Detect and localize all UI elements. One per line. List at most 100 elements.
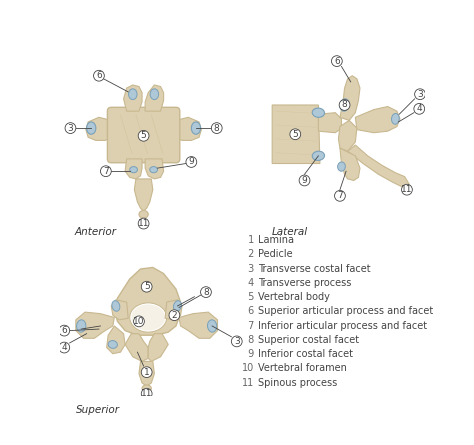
Text: 7: 7 (103, 167, 109, 176)
Circle shape (414, 103, 425, 114)
Polygon shape (107, 326, 125, 354)
Text: 3: 3 (68, 124, 73, 133)
Text: 5: 5 (245, 292, 255, 302)
Circle shape (138, 218, 149, 229)
Text: 3: 3 (245, 263, 255, 274)
Text: Transverse process: Transverse process (258, 278, 352, 288)
Text: 9: 9 (301, 176, 308, 185)
Polygon shape (340, 148, 360, 181)
Polygon shape (176, 117, 201, 141)
Polygon shape (347, 145, 409, 188)
Circle shape (415, 89, 425, 100)
Text: 10: 10 (133, 317, 145, 326)
Circle shape (339, 100, 350, 110)
Text: 11: 11 (401, 185, 413, 194)
Circle shape (211, 123, 222, 134)
Ellipse shape (150, 166, 157, 173)
Polygon shape (124, 85, 142, 111)
Text: 8: 8 (342, 101, 347, 109)
Text: Anterior: Anterior (74, 227, 116, 237)
Text: 4: 4 (417, 104, 422, 113)
Text: 10: 10 (242, 363, 255, 373)
Text: Spinous process: Spinous process (258, 377, 337, 388)
Text: 3: 3 (417, 90, 423, 99)
Circle shape (169, 310, 180, 320)
Polygon shape (111, 300, 128, 320)
Ellipse shape (139, 210, 148, 218)
Ellipse shape (130, 166, 137, 173)
Text: Vertebral foramen: Vertebral foramen (258, 363, 347, 373)
Circle shape (401, 184, 412, 195)
Polygon shape (179, 312, 218, 338)
Polygon shape (125, 334, 148, 361)
Ellipse shape (340, 99, 349, 111)
Ellipse shape (87, 122, 96, 134)
Text: 5: 5 (292, 130, 298, 139)
Text: 11: 11 (242, 377, 255, 388)
Circle shape (186, 157, 197, 167)
Polygon shape (76, 312, 114, 338)
Ellipse shape (112, 301, 120, 311)
Text: 6: 6 (62, 326, 67, 335)
Text: 6: 6 (245, 306, 255, 316)
Text: 8: 8 (214, 124, 219, 133)
Polygon shape (340, 76, 360, 121)
Ellipse shape (312, 151, 325, 161)
Text: 8: 8 (203, 287, 209, 297)
Polygon shape (134, 179, 153, 211)
Text: 7: 7 (337, 191, 343, 200)
Text: 11: 11 (141, 389, 153, 398)
Ellipse shape (337, 162, 346, 171)
Text: 9: 9 (189, 158, 194, 166)
FancyBboxPatch shape (108, 107, 180, 163)
Circle shape (141, 388, 152, 399)
Polygon shape (145, 159, 164, 179)
Polygon shape (356, 106, 400, 133)
Polygon shape (272, 105, 320, 163)
Circle shape (331, 56, 342, 66)
Polygon shape (139, 361, 155, 386)
Polygon shape (338, 121, 357, 151)
Text: 3: 3 (234, 337, 240, 346)
Ellipse shape (392, 113, 399, 124)
Polygon shape (165, 300, 182, 320)
Ellipse shape (128, 89, 137, 100)
Text: Transverse costal facet: Transverse costal facet (258, 263, 371, 274)
Text: 1: 1 (144, 368, 150, 376)
Ellipse shape (150, 89, 159, 100)
Circle shape (335, 190, 346, 201)
Text: 6: 6 (96, 71, 102, 80)
Text: Lamina: Lamina (258, 235, 294, 245)
Polygon shape (86, 117, 111, 141)
Text: 6: 6 (334, 57, 340, 65)
Text: Superior costal facet: Superior costal facet (258, 335, 359, 345)
Text: 11: 11 (138, 219, 149, 228)
Circle shape (201, 287, 211, 298)
Polygon shape (319, 113, 341, 133)
Ellipse shape (108, 340, 118, 348)
Circle shape (299, 175, 310, 186)
Text: Inferior costal facet: Inferior costal facet (258, 349, 353, 359)
Text: 2: 2 (172, 311, 177, 320)
Polygon shape (145, 85, 164, 111)
Circle shape (290, 129, 301, 140)
Circle shape (138, 130, 149, 141)
Text: 4: 4 (245, 278, 255, 288)
Circle shape (59, 342, 70, 353)
Text: 1: 1 (245, 235, 255, 245)
Text: Inferior articular process and facet: Inferior articular process and facet (258, 320, 428, 331)
Circle shape (141, 281, 152, 292)
Circle shape (141, 367, 152, 377)
Text: 5: 5 (144, 282, 150, 291)
Text: Lateral: Lateral (272, 227, 308, 237)
Text: Superior articular process and facet: Superior articular process and facet (258, 306, 434, 316)
Text: 7: 7 (245, 320, 255, 331)
Circle shape (100, 166, 111, 177)
Ellipse shape (131, 304, 165, 331)
Ellipse shape (77, 320, 86, 332)
Text: 4: 4 (62, 343, 67, 352)
Ellipse shape (173, 301, 182, 311)
Ellipse shape (130, 303, 167, 332)
Polygon shape (148, 334, 168, 361)
Circle shape (59, 325, 70, 336)
